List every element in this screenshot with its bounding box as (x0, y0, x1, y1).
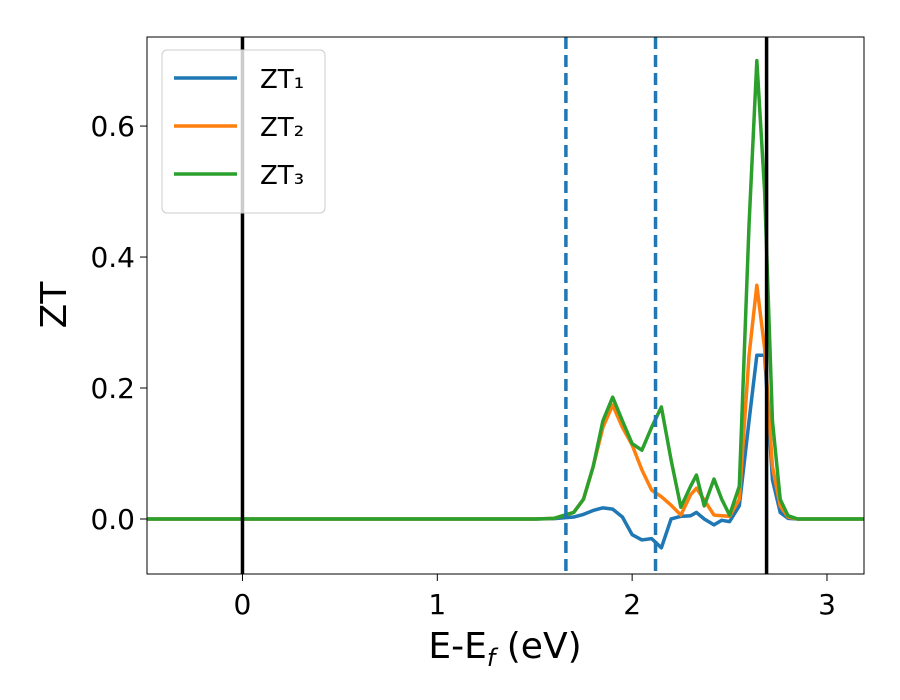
legend-label: ZT₃ (260, 161, 304, 191)
x-tick-label: 0 (234, 588, 252, 621)
plot-area (147, 37, 864, 574)
x-label-part: (eV) (495, 626, 581, 667)
x-axis-label: E-Ef (eV) (428, 626, 581, 672)
y-tick-label: 0.0 (90, 503, 135, 536)
y-tick-label: 0.2 (90, 372, 135, 405)
axes-frame (146, 36, 865, 575)
legend-label: ZT₁ (260, 65, 304, 95)
y-tick-label: 0.4 (90, 241, 135, 274)
y-tick-label: 0.6 (90, 110, 135, 143)
legend-label: ZT₂ (260, 113, 304, 143)
y-axis-label: ZT (34, 281, 75, 329)
x-label-part: E-E (428, 626, 486, 667)
x-tick-label: 3 (818, 588, 836, 621)
x-tick-label: 2 (623, 588, 641, 621)
x-tick-label: 1 (428, 588, 446, 621)
series-line (147, 283, 864, 521)
